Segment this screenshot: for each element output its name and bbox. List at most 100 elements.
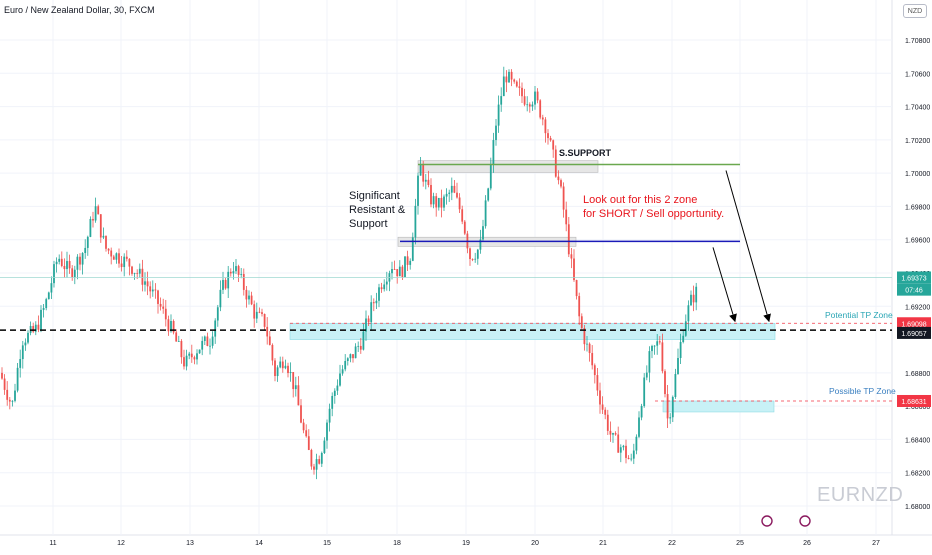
candle-body: [331, 395, 334, 409]
candle-body: [112, 256, 115, 260]
candle-body: [297, 385, 300, 406]
candle-body: [427, 179, 430, 185]
candle-body: [175, 332, 178, 342]
candle-body: [630, 458, 633, 460]
candle-body: [287, 365, 289, 374]
chart-title: Euro / New Zealand Dollar, 30, FXCM: [4, 5, 155, 15]
candle-body: [344, 360, 347, 370]
y-tick-label: 1.70200: [905, 138, 930, 145]
candle-body: [227, 271, 230, 289]
currency-badge[interactable]: NZD: [903, 4, 927, 18]
candle-body: [66, 261, 68, 270]
candle-body: [141, 268, 144, 285]
candle-body: [643, 377, 646, 407]
candle-body: [279, 361, 282, 368]
candle-body: [34, 324, 37, 332]
candle-body: [521, 87, 523, 97]
candle-body: [125, 256, 128, 259]
candle-body: [588, 343, 591, 354]
candle-body: [354, 346, 357, 359]
x-tick-label: 18: [393, 540, 401, 547]
candle-body: [42, 308, 45, 310]
candle-body: [651, 345, 653, 352]
lookout-label-line1: Look out for this 2 zone: [583, 194, 697, 206]
candle-body: [635, 436, 638, 451]
candle-body: [406, 256, 409, 265]
candle-body: [619, 447, 622, 453]
candle-body: [185, 355, 188, 367]
candle-body: [40, 309, 42, 330]
candle-body: [539, 100, 542, 118]
candle-body: [307, 436, 310, 450]
x-tick-label: 19: [462, 540, 470, 547]
y-tick-label: 1.70000: [905, 171, 930, 178]
candle-body: [203, 336, 206, 341]
candle-body: [341, 369, 344, 374]
candle-body: [401, 266, 404, 278]
candle-body: [336, 385, 339, 391]
candle-body: [656, 341, 659, 346]
candle-body: [695, 286, 698, 303]
candle-body: [276, 367, 279, 377]
candle-body: [258, 311, 261, 313]
candle-body: [458, 197, 461, 210]
candle-body: [575, 280, 578, 297]
candle-body: [8, 399, 11, 402]
candle-body: [658, 341, 661, 343]
candle-body: [523, 96, 526, 105]
candle-body: [219, 289, 222, 308]
candle-body: [339, 373, 341, 386]
significant-label-line1: Significant: [349, 190, 400, 202]
candle-body: [32, 325, 35, 332]
candle-body: [242, 274, 245, 290]
candle-body: [27, 332, 29, 343]
y-tick-label: 1.68400: [905, 437, 930, 444]
candle-body: [6, 389, 9, 400]
candle-body: [508, 71, 510, 83]
candle-body: [55, 261, 58, 265]
candle-body: [19, 359, 22, 368]
x-tick-label: 22: [668, 540, 676, 547]
candle-body: [86, 236, 89, 248]
candle-body: [461, 209, 464, 222]
x-tick-label: 14: [255, 540, 263, 547]
candle-body: [578, 296, 581, 317]
candle-body: [318, 459, 321, 464]
candle-body: [469, 248, 471, 260]
candle-body: [68, 261, 71, 269]
candle-body: [16, 367, 19, 391]
candle-body: [349, 354, 352, 359]
candle-body: [547, 133, 549, 139]
candle-body: [497, 104, 500, 126]
candle-body: [599, 390, 601, 405]
candle-body: [89, 218, 92, 237]
x-tick-label: 27: [872, 540, 880, 547]
candle-body: [378, 287, 380, 301]
y-tick-label: 1.70400: [905, 105, 930, 112]
candle-body: [248, 295, 250, 300]
candle-body: [198, 349, 201, 354]
candle-body: [180, 341, 183, 358]
symbol-watermark: EURNZD: [817, 484, 904, 506]
candle-body: [73, 269, 76, 278]
candle-body: [419, 164, 422, 176]
candle-body: [346, 358, 349, 361]
price-labels: 1.69373 07:46 1.69098 1.69057 1.68631: [897, 271, 931, 407]
candle-body: [500, 96, 503, 105]
candle-body: [557, 176, 560, 181]
candle-body: [92, 218, 94, 221]
candle-body: [157, 290, 159, 304]
candle-body: [47, 292, 50, 300]
candle-body: [515, 81, 518, 87]
candle-body: [110, 250, 113, 257]
candle-body: [3, 378, 6, 390]
candle-body: [151, 289, 154, 292]
candle-body: [435, 196, 438, 208]
candle-body: [149, 286, 152, 292]
candle-body: [333, 390, 336, 396]
x-tick-label: 15: [323, 540, 331, 547]
candle-body: [640, 406, 643, 418]
price-label-bg: [897, 394, 931, 407]
